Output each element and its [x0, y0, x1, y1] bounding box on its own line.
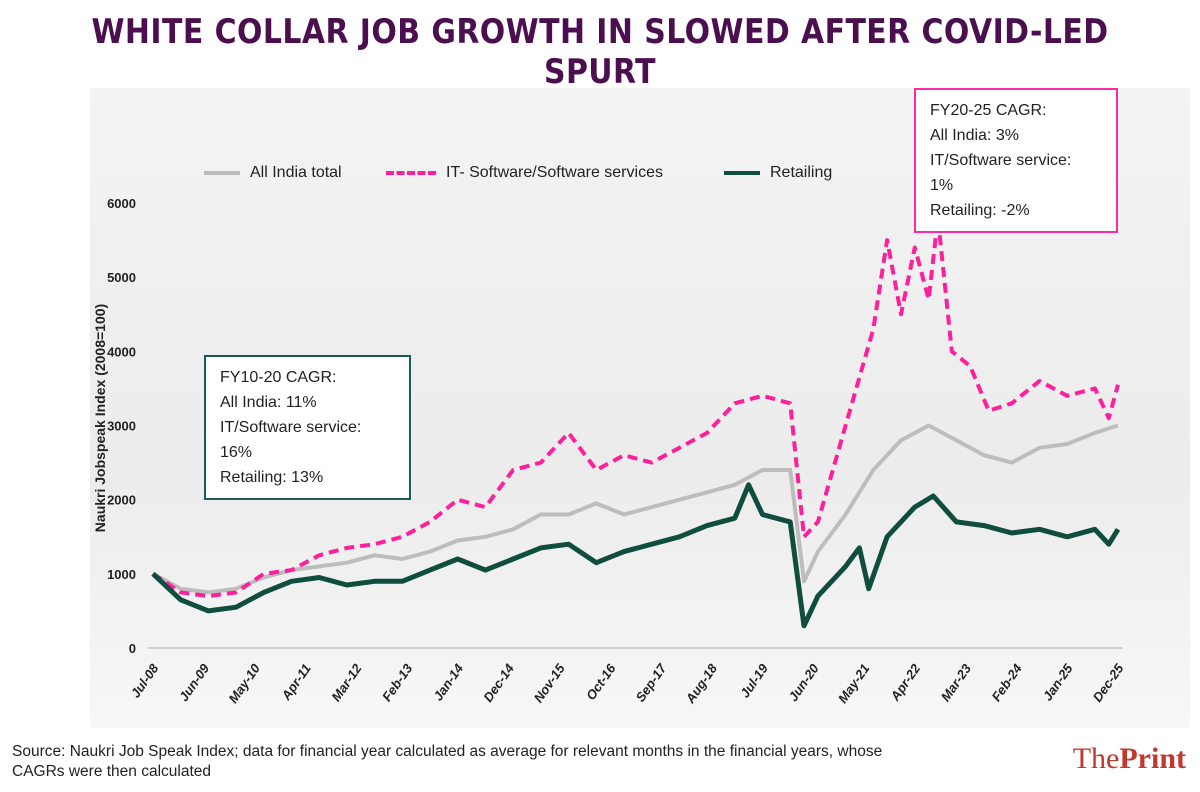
legend-swatch	[724, 171, 760, 175]
x-tick-label: Mar-23	[938, 660, 975, 704]
y-tick-label: 6000	[107, 196, 136, 211]
series-line-it-software-software-services	[151, 215, 1120, 599]
legend-item-it-software: IT- Software/Software services	[386, 164, 663, 182]
x-tick-label: Dec-25	[1090, 660, 1127, 704]
legend-label: Retailing	[770, 164, 833, 181]
y-tick-label: 1000	[107, 567, 136, 582]
x-tick-label: Jan-25	[1040, 660, 1076, 703]
y-tick-label: 4000	[107, 344, 136, 359]
logo-the: The	[1072, 742, 1120, 775]
x-tick-label: Jun-09	[176, 660, 213, 704]
x-tick-label: Nov-15	[531, 660, 569, 705]
legend-label: IT- Software/Software services	[446, 164, 663, 181]
x-tick-label: Oct-16	[583, 660, 619, 702]
annotation-fy20-25: FY20-25 CAGR: All India: 3% IT/Software …	[914, 88, 1118, 233]
x-tick-label: Apr-22	[887, 660, 924, 704]
legend-label: All India total	[250, 164, 342, 181]
x-tick-label: Jan-14	[430, 660, 466, 703]
y-tick-label: 3000	[107, 419, 136, 434]
legend-item-all-india: All India total	[204, 164, 342, 182]
x-tick-label: May-21	[835, 661, 873, 706]
annotation-line: Retailing: 13%	[220, 469, 324, 486]
y-tick-label: 5000	[107, 270, 136, 285]
annotation-line: IT/Software service:	[930, 152, 1072, 169]
x-tick-label: Sep-17	[633, 660, 670, 704]
y-tick-label: 0	[129, 641, 136, 656]
annotation-line: 16%	[220, 444, 253, 461]
legend-swatch	[204, 171, 240, 175]
annotation-line: All India: 3%	[930, 127, 1019, 144]
x-tick-label: Dec-14	[480, 660, 517, 704]
x-tick-label: Jul-19	[737, 660, 771, 700]
x-tick-label: Feb-13	[379, 660, 416, 704]
x-tick-label: Jun-20	[785, 660, 822, 704]
x-tick-label: May-10	[225, 660, 263, 705]
x-tick-label: Jul-08	[128, 660, 162, 700]
annotation-line: All India: 11%	[220, 394, 317, 411]
annotation-line: FY20-25 CAGR:	[930, 102, 1047, 119]
chart-title: WHITE COLLAR JOB GROWTH IN SLOWED AFTER …	[91, 12, 1109, 92]
x-tick-label: Feb-24	[989, 660, 1026, 704]
annotation-fy10-20: FY10-20 CAGR: All India: 11% IT/Software…	[204, 355, 411, 500]
x-tick-label: Apr-11	[278, 661, 314, 703]
legend-item-retailing: Retailing	[724, 164, 832, 182]
theprint-logo: ThePrint	[1073, 742, 1186, 776]
x-tick-label: Mar-12	[328, 660, 365, 704]
y-tick-label: 2000	[107, 493, 136, 508]
source-note: Source: Naukri Job Speak Index; data for…	[12, 743, 883, 780]
series-line-retailing	[151, 482, 1121, 629]
x-tick-label: Aug-18	[682, 660, 721, 706]
annotation-line: Retailing: -2%	[930, 202, 1030, 219]
logo-print: Print	[1119, 742, 1186, 775]
annotation-line: FY10-20 CAGR:	[220, 369, 337, 386]
annotation-line: IT/Software service:	[220, 419, 362, 436]
annotation-line: 1%	[930, 177, 954, 194]
legend-swatch	[386, 171, 436, 175]
